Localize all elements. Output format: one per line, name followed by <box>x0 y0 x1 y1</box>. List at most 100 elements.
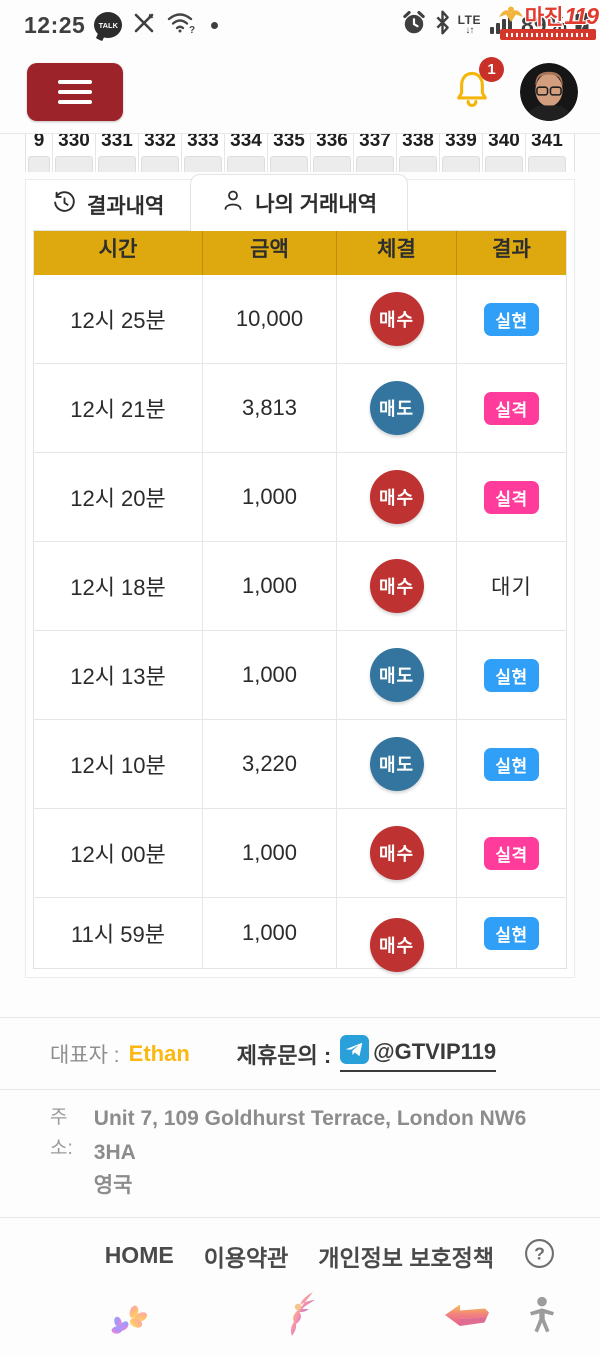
round-number-cell[interactable]: 341 <box>526 134 568 172</box>
brand-ribbon <box>499 29 596 40</box>
kakaotalk-icon: TALK <box>94 12 123 38</box>
cell-time: 12시 20분 <box>70 486 166 511</box>
tab-label: 나의 거래내역 <box>255 193 378 216</box>
round-number-cell[interactable]: 331 <box>96 134 139 172</box>
cell-amount: 1,000 <box>202 898 336 968</box>
cell-side: 매수 <box>336 898 456 972</box>
round-number-cell[interactable]: 340 <box>483 134 526 172</box>
nav-home[interactable]: HOME <box>104 1242 174 1269</box>
round-number-cell[interactable]: 330 <box>53 134 96 172</box>
address-label: 주소: <box>50 1107 73 1160</box>
sell-circle-badge: 매도 <box>369 381 424 435</box>
table-row: 12시 00분 1,000 매수 실격 <box>34 808 566 897</box>
col-result: 결과 <box>456 231 566 275</box>
round-pagination-strip: 9 330 331 332 333 334 335 336 337 338 339 340 341 <box>0 133 600 172</box>
notifications-button[interactable]: 1 <box>454 57 504 114</box>
result-badge: 실현 <box>484 747 539 781</box>
alarm-clock-icon <box>401 10 427 41</box>
tab-result-history[interactable]: 결과내역 <box>26 180 190 230</box>
notification-dot <box>211 21 219 29</box>
buy-circle-badge: 매수 <box>369 826 424 880</box>
svg-text:?: ? <box>189 25 195 34</box>
address-line2: 영국 <box>93 1174 133 1198</box>
table-header: 시간 금액 체결 결과 <box>34 231 566 275</box>
result-badge: 실격 <box>484 480 539 514</box>
round-number-cell[interactable]: 333 <box>182 134 225 172</box>
result-badge: 실현 <box>484 302 539 336</box>
round-number-cell[interactable]: 336 <box>311 134 354 172</box>
cell-time: 12시 25분 <box>70 308 166 333</box>
notification-badge: 1 <box>479 57 504 82</box>
tab-my-transactions[interactable]: 나의 거래내역 <box>190 174 409 231</box>
col-time: 시간 <box>98 238 138 261</box>
back-arrow-icon[interactable] <box>443 1302 491 1337</box>
divider <box>0 1216 600 1218</box>
fairy-icon[interactable] <box>281 1290 317 1343</box>
bell-icon <box>454 71 490 113</box>
nav-privacy[interactable]: 개인정보 보호정책 <box>318 1244 494 1271</box>
representative-name: Ethan <box>128 1040 190 1066</box>
cell-result: 실현 <box>456 898 566 968</box>
table-row: 12시 21분 3,813 매도 실격 <box>34 363 566 452</box>
result-badge: 실격 <box>484 836 539 870</box>
history-card: 결과내역 나의 거래내역 시간 금액 체결 결과 12시 25분 10,000 매수… <box>25 174 575 978</box>
contact-label: 제휴문의 : <box>236 1042 332 1068</box>
address-line1: Unit 7, 109 Goldhurst Terrace, London NW… <box>93 1107 527 1164</box>
pen-cross-icon <box>131 11 157 40</box>
round-number-cell[interactable]: 9 <box>26 134 53 172</box>
round-number-list: 9 330 331 332 333 334 335 336 337 338 339 340 341 <box>25 134 575 172</box>
cell-amount: 1,000 <box>202 542 336 630</box>
status-bar: 12:25 TALK ? LTE ↓↑ 89% 마 <box>0 0 600 50</box>
address-text: Unit 7, 109 Goldhurst Terrace, London NW… <box>94 1102 570 1203</box>
cell-side: 매도 <box>336 720 456 808</box>
cell-result: 대기 <box>456 542 566 630</box>
round-number-cell[interactable]: 337 <box>354 134 397 172</box>
menu-button[interactable] <box>27 62 123 121</box>
flowers-icon[interactable] <box>108 1304 150 1341</box>
cell-time: 12시 13분 <box>70 664 166 689</box>
accessibility-person-icon[interactable] <box>526 1296 558 1339</box>
buy-circle-badge: 매수 <box>369 292 424 346</box>
divider <box>0 1089 600 1090</box>
cell-amount: 1,000 <box>202 631 336 719</box>
nav-terms[interactable]: 이용약관 <box>203 1244 289 1271</box>
table-row: 12시 25분 10,000 매수 실현 <box>34 275 566 363</box>
bluetooth-icon <box>434 10 451 40</box>
table-body: 12시 25분 10,000 매수 실현 12시 21분 3,813 매도 실격 12시 20분… <box>34 275 566 972</box>
table-row: 12시 20분 1,000 매수 실격 <box>34 452 566 541</box>
sell-circle-badge: 매도 <box>369 737 424 791</box>
cell-amount: 3,220 <box>202 720 336 808</box>
brand-text-kr: 마진 <box>524 6 564 29</box>
buy-circle-badge: 매수 <box>369 918 424 972</box>
cell-result: 실현 <box>456 720 566 808</box>
transactions-table: 시간 금액 체결 결과 12시 25분 10,000 매수 실현 12시 21분 3,81… <box>33 230 567 972</box>
telegram-contact-link[interactable]: @GTVIP119 <box>340 1035 497 1072</box>
divider <box>0 1017 600 1018</box>
bottom-nav: HOME 이용약관 개인정보 보호정책 ? <box>0 1218 600 1288</box>
question-circle-icon[interactable]: ? <box>524 1238 555 1274</box>
cell-amount: 3,813 <box>202 364 336 452</box>
avatar[interactable] <box>520 62 578 121</box>
cell-side: 매수 <box>336 453 456 541</box>
cell-side: 매수 <box>336 275 456 363</box>
round-number-cell[interactable]: 338 <box>397 134 440 172</box>
wifi-question-icon: ? <box>166 11 196 39</box>
cell-amount: 10,000 <box>202 275 336 363</box>
round-number-cell[interactable]: 339 <box>440 134 483 172</box>
round-number-cell[interactable]: 334 <box>225 134 268 172</box>
tab-label: 결과내역 <box>87 195 165 218</box>
app-header: 1 <box>0 50 600 133</box>
buy-circle-badge: 매수 <box>369 470 424 524</box>
cell-amount: 1,000 <box>202 809 336 897</box>
sell-circle-badge: 매도 <box>369 648 424 702</box>
footer-representative-row: 대표자 : Ethan 제휴문의 : @GTVIP119 <box>0 1018 600 1089</box>
cell-result: 실격 <box>456 453 566 541</box>
brand-watermark: 마진 119 <box>498 1 599 40</box>
round-number-cell[interactable]: 332 <box>139 134 182 172</box>
round-number-cell[interactable]: 335 <box>268 134 311 172</box>
result-waiting-text: 대기 <box>491 576 532 599</box>
table-row: 11시 59분 1,000 매수 실현 <box>34 897 566 972</box>
tab-bar: 결과내역 나의 거래내역 <box>26 174 574 231</box>
cell-side: 매도 <box>336 364 456 452</box>
cell-side: 매수 <box>336 809 456 897</box>
